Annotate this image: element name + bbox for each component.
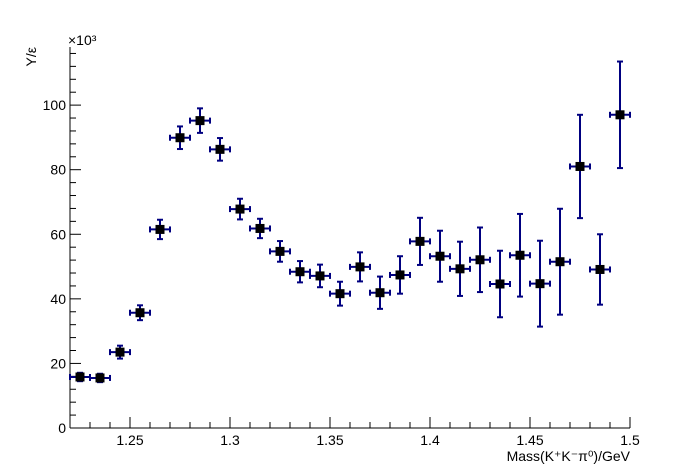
square-marker <box>455 264 465 274</box>
square-marker <box>415 236 425 246</box>
data-point <box>349 251 371 283</box>
square-marker <box>315 271 325 281</box>
square-marker <box>555 257 565 267</box>
data-point <box>589 233 611 306</box>
square-marker <box>95 373 105 383</box>
square-marker <box>195 116 205 126</box>
data-point <box>169 125 191 151</box>
data-point <box>369 275 391 310</box>
data-point <box>149 218 171 241</box>
axes: 1.25 1.3 1.35 1.4 1.45 1.5 0 20 40 60 80 100 <box>43 47 640 448</box>
square-marker <box>495 279 505 289</box>
square-marker <box>475 255 485 265</box>
x-tick-label: 1.4 <box>420 432 440 448</box>
square-marker <box>335 289 345 299</box>
data-point <box>409 216 431 266</box>
square-marker <box>535 279 545 289</box>
square-marker <box>375 288 385 298</box>
square-marker <box>435 251 445 261</box>
square-marker <box>295 267 305 277</box>
y-axis-label: Y/ε <box>23 47 39 66</box>
square-marker <box>575 161 585 171</box>
square-marker <box>115 347 125 357</box>
y-tick-label: 80 <box>50 162 66 178</box>
square-marker <box>215 144 225 154</box>
y-tick-label: 60 <box>50 226 66 242</box>
data-point <box>129 304 151 322</box>
data-point <box>429 229 451 283</box>
data-point <box>309 263 331 289</box>
data-point <box>289 260 311 284</box>
data-point <box>569 113 591 220</box>
data-point <box>449 240 471 297</box>
y-tick-label: 0 <box>58 420 66 436</box>
data-point <box>109 344 131 360</box>
data-point <box>249 217 271 240</box>
data-point <box>389 255 411 295</box>
y-axis-multiplier: ×10³ <box>68 32 97 48</box>
y-tick-label: 100 <box>43 97 67 113</box>
data-point <box>269 240 291 263</box>
data-point <box>529 239 551 328</box>
y-tick-label: 20 <box>50 355 66 371</box>
square-marker <box>255 223 265 233</box>
square-marker <box>175 133 185 143</box>
data-point <box>209 137 231 162</box>
data-point <box>469 226 491 294</box>
x-tick-label: 1.5 <box>620 432 640 448</box>
square-marker <box>135 308 145 318</box>
data-point <box>329 280 351 307</box>
square-marker <box>75 372 85 382</box>
data-point <box>549 207 571 316</box>
square-marker <box>515 250 525 260</box>
data-point <box>229 197 251 221</box>
data-point <box>489 249 511 319</box>
square-marker <box>395 270 405 280</box>
x-tick-label: 1.45 <box>516 432 543 448</box>
square-marker <box>355 262 365 272</box>
square-marker <box>595 264 605 274</box>
data-point <box>609 60 631 170</box>
x-tick-label: 1.35 <box>316 432 343 448</box>
data-points <box>69 60 631 384</box>
data-point <box>509 212 531 298</box>
square-marker <box>155 224 165 234</box>
data-point <box>189 107 211 134</box>
x-axis-label: Mass(K⁺K⁻π⁰)/GeV <box>507 448 631 464</box>
data-point <box>89 372 111 384</box>
square-marker <box>615 110 625 120</box>
square-marker <box>275 246 285 256</box>
y-tick-label: 40 <box>50 291 66 307</box>
x-tick-label: 1.25 <box>116 432 143 448</box>
square-marker <box>235 204 245 214</box>
x-tick-label: 1.3 <box>220 432 240 448</box>
